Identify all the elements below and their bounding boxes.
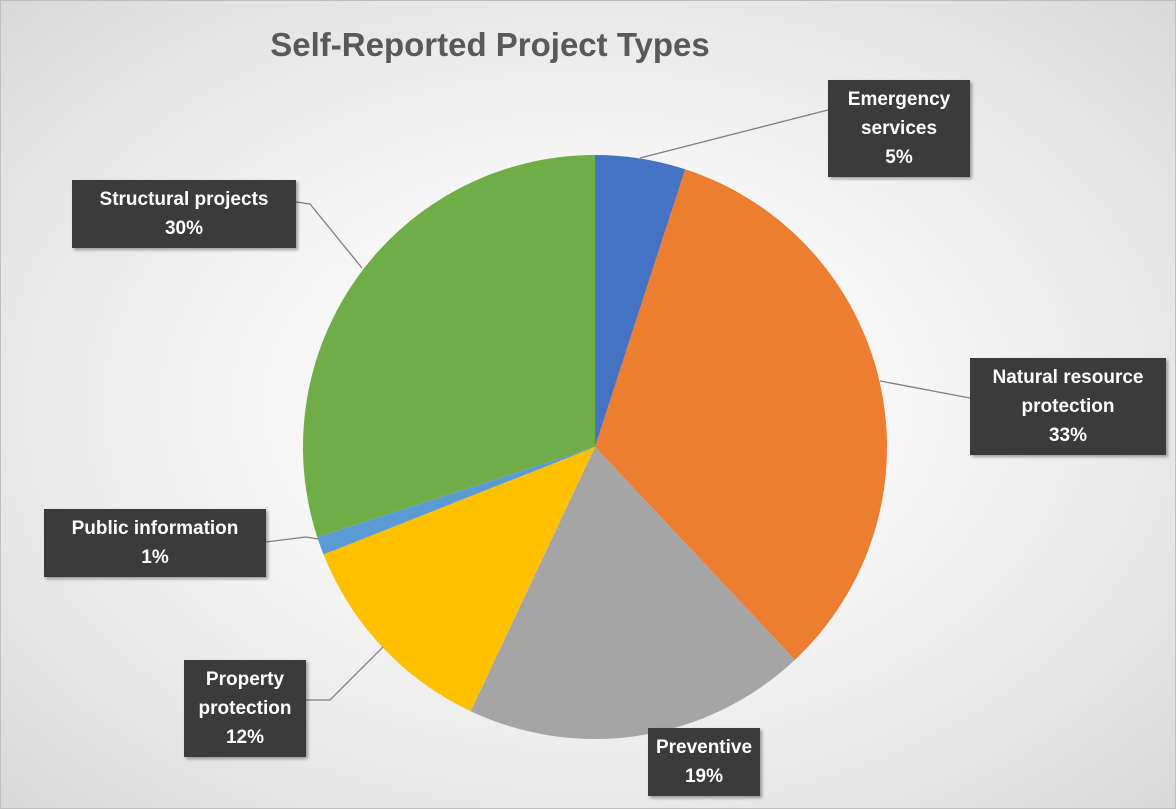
leader-line (639, 109, 829, 159)
pie-slice (317, 447, 595, 555)
data-label: Natural resource protection 33% (970, 358, 1166, 455)
category-label: Emergency services (847, 89, 951, 139)
pie-slice (323, 447, 595, 712)
leader-line (295, 201, 363, 269)
value-label: 12% (225, 727, 265, 748)
value-label: 19% (684, 766, 724, 787)
category-label: Structural projects (99, 189, 269, 210)
leader-line (306, 646, 384, 701)
pie-slice (470, 447, 795, 739)
category-label: Public information (71, 518, 239, 539)
leader-line (265, 536, 319, 543)
pie-slice (595, 169, 887, 660)
category-label: Property protection (198, 669, 292, 719)
value-label: 33% (1048, 425, 1088, 446)
leader-line (879, 380, 971, 399)
value-label: 5% (885, 147, 913, 168)
pie-slice (595, 155, 686, 447)
data-label: Emergency services 5% (828, 80, 970, 177)
category-label: Preventive (655, 737, 753, 758)
data-label: Public information 1% (44, 509, 266, 577)
chart-title: Self-Reported Project Types (270, 26, 710, 63)
data-label: Structural projects 30% (72, 180, 296, 248)
data-label: Property protection 12% (184, 660, 306, 757)
data-label: Preventive 19% (648, 728, 760, 796)
category-label: Natural resource protection (992, 367, 1144, 417)
pie-slice (302, 155, 595, 538)
value-label: 1% (141, 547, 169, 568)
value-label: 30% (164, 218, 204, 239)
